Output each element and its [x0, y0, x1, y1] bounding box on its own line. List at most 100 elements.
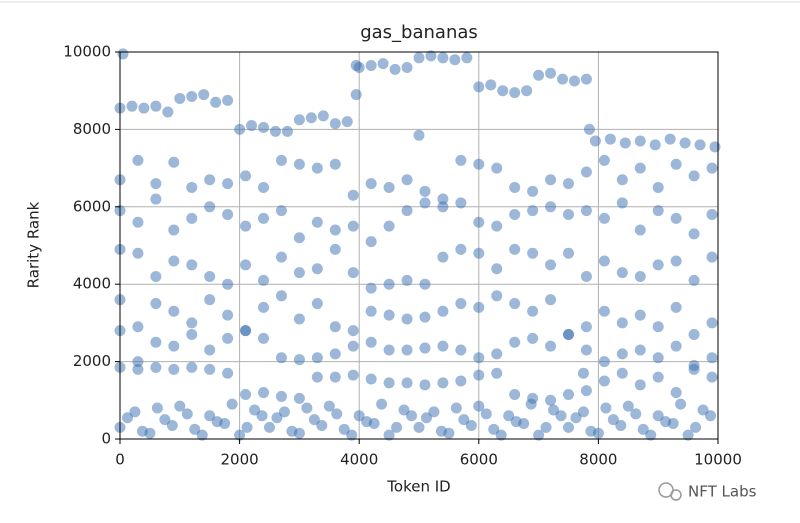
point — [258, 301, 270, 313]
point — [645, 429, 657, 441]
axes-frame — [119, 51, 719, 440]
point — [150, 270, 162, 282]
point — [413, 129, 425, 141]
point — [419, 311, 431, 323]
point — [275, 290, 287, 302]
point — [186, 259, 198, 271]
point — [688, 228, 700, 240]
point — [491, 263, 503, 275]
point — [329, 348, 341, 360]
point — [527, 205, 539, 217]
y-tick-label: 2000 — [73, 352, 111, 370]
point — [706, 209, 718, 221]
point — [688, 274, 700, 286]
point — [281, 125, 293, 137]
point — [491, 367, 503, 379]
point — [376, 398, 388, 410]
point — [258, 274, 270, 286]
grid — [119, 51, 719, 440]
point — [413, 421, 425, 433]
point — [652, 259, 664, 271]
point — [350, 60, 362, 72]
point — [341, 116, 353, 128]
point — [222, 209, 234, 221]
point — [365, 373, 377, 385]
point — [258, 181, 270, 193]
point — [649, 139, 661, 151]
point — [301, 402, 313, 414]
point — [580, 73, 592, 85]
point — [365, 236, 377, 248]
point — [121, 412, 133, 424]
point — [580, 385, 592, 397]
y-tick-label: 10000 — [63, 43, 111, 61]
point — [705, 410, 717, 422]
point — [347, 189, 359, 201]
watermark-icon — [658, 482, 682, 501]
point — [634, 309, 646, 321]
point — [437, 201, 449, 213]
point — [222, 332, 234, 344]
point — [491, 290, 503, 302]
point — [455, 243, 467, 255]
point — [204, 201, 216, 213]
point — [391, 421, 403, 433]
point — [241, 421, 253, 433]
point — [706, 371, 718, 383]
point — [211, 416, 223, 428]
point — [258, 121, 270, 133]
point — [473, 158, 485, 170]
point — [275, 390, 287, 402]
point — [557, 73, 569, 85]
point — [527, 185, 539, 197]
point — [634, 162, 646, 174]
point — [174, 400, 186, 412]
point — [580, 321, 592, 333]
point — [365, 282, 377, 294]
point — [311, 298, 323, 310]
point — [365, 336, 377, 348]
x-tick-label: 2000 — [221, 451, 259, 469]
point — [150, 361, 162, 373]
point — [473, 369, 485, 381]
point — [401, 377, 413, 389]
point — [150, 193, 162, 205]
point — [419, 185, 431, 197]
point — [437, 377, 449, 389]
point — [533, 69, 545, 81]
y-axis-label: Rarity Rank — [25, 201, 43, 288]
point — [210, 96, 222, 108]
point — [545, 340, 557, 352]
point — [563, 209, 574, 221]
point — [670, 387, 682, 399]
point — [222, 178, 234, 190]
point — [600, 402, 612, 414]
point — [398, 404, 410, 416]
point — [189, 423, 201, 435]
point — [473, 216, 485, 228]
x-tick-label: 8000 — [579, 451, 617, 469]
points — [114, 48, 721, 441]
point — [583, 123, 595, 135]
point — [706, 317, 718, 329]
point — [222, 309, 234, 321]
point — [545, 201, 557, 213]
point — [347, 220, 359, 232]
point — [198, 89, 210, 101]
point — [383, 220, 395, 232]
point — [619, 137, 631, 149]
point — [607, 414, 619, 426]
point — [688, 363, 700, 375]
point — [401, 174, 413, 186]
point — [509, 298, 521, 310]
point — [401, 274, 413, 286]
point — [234, 123, 246, 135]
x-tick-label: 10000 — [694, 451, 742, 469]
point — [577, 367, 589, 379]
y-tick-label: 4000 — [73, 275, 111, 293]
point — [694, 139, 706, 151]
point — [480, 408, 492, 420]
point — [652, 352, 664, 364]
point — [495, 429, 507, 441]
